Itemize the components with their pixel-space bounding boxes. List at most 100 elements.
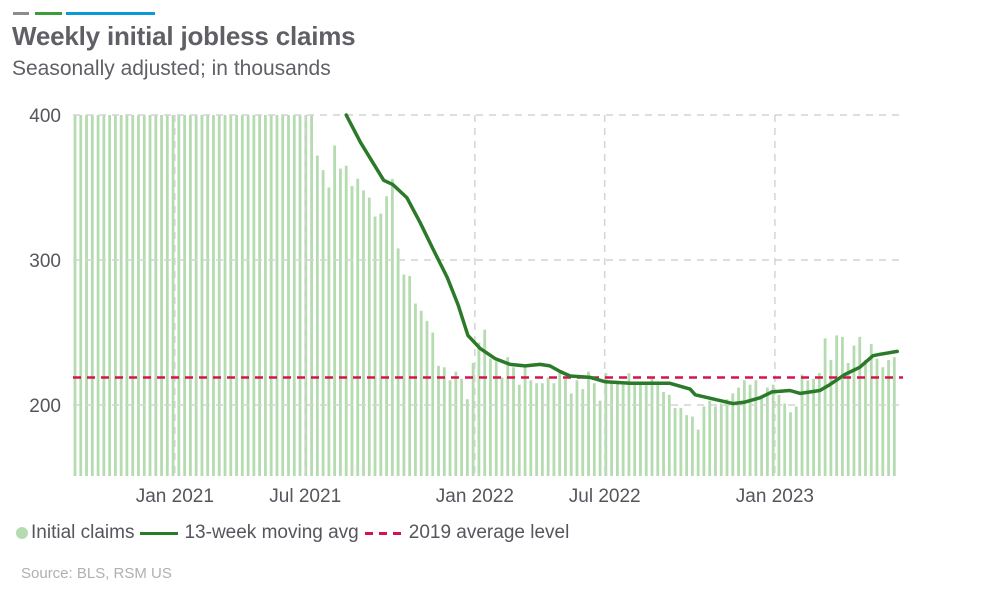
claims-bar bbox=[846, 362, 850, 476]
claims-bar bbox=[639, 383, 642, 476]
claims-bar bbox=[714, 406, 717, 476]
claims-bar bbox=[685, 415, 689, 476]
legend-item-initial-claims: Initial claims bbox=[16, 522, 134, 544]
claims-bar bbox=[823, 338, 827, 476]
claims-bar bbox=[708, 400, 712, 476]
claims-bar bbox=[183, 115, 187, 476]
claims-bar bbox=[85, 115, 88, 476]
y-tick-label: 400 bbox=[29, 106, 61, 127]
claims-bar bbox=[558, 371, 562, 476]
claims-bar bbox=[679, 407, 683, 476]
claims-bar bbox=[137, 115, 140, 476]
claims-bar bbox=[650, 377, 654, 476]
claims-bar bbox=[494, 361, 498, 476]
claims-bar bbox=[165, 115, 169, 476]
claims-bar bbox=[442, 367, 446, 476]
claims-bar bbox=[246, 115, 250, 476]
claims-bar bbox=[662, 391, 665, 476]
claims-bar bbox=[148, 115, 152, 476]
claims-bar bbox=[454, 371, 458, 476]
claims-bar bbox=[506, 357, 510, 476]
claims-bar bbox=[667, 394, 671, 476]
chart-plot: 200 300 400 Jan 2021 Jul 2021 Jan 2022 Jul 202… bbox=[29, 106, 903, 507]
claims-bar bbox=[552, 383, 556, 476]
claims-bar bbox=[460, 378, 463, 476]
claims-bar bbox=[189, 115, 192, 476]
claims-bar bbox=[258, 115, 262, 476]
claims-bar bbox=[806, 380, 810, 476]
decor-bar-blue bbox=[66, 12, 155, 15]
claims-bar bbox=[367, 197, 371, 476]
source-note: Source: BLS, RSM US bbox=[21, 565, 172, 582]
claims-bar bbox=[177, 115, 181, 476]
claims-bar bbox=[194, 115, 198, 476]
claims-bar bbox=[627, 373, 631, 476]
chart-subtitle: Seasonally adjusted; in thousands bbox=[12, 57, 331, 80]
claims-bar bbox=[592, 383, 596, 476]
moving-average-line bbox=[344, 113, 899, 406]
claims-bar bbox=[777, 394, 781, 476]
claims-bar bbox=[719, 403, 723, 476]
claims-bar bbox=[656, 383, 660, 476]
legend-item-2019-average: 2019 average level bbox=[359, 522, 570, 544]
claims-bar bbox=[766, 387, 769, 476]
claims-bar bbox=[252, 115, 256, 476]
claims-bar bbox=[742, 380, 746, 476]
claims-bar bbox=[315, 155, 319, 476]
claims-bar bbox=[385, 196, 388, 476]
claims-bar bbox=[800, 374, 804, 476]
claims-bar bbox=[864, 360, 867, 476]
claims-bar bbox=[535, 383, 538, 476]
claims-bar bbox=[794, 406, 798, 476]
claims-bar bbox=[477, 342, 481, 476]
claims-bar bbox=[835, 335, 839, 476]
claims-bar bbox=[217, 115, 221, 476]
legend-dash-icon bbox=[364, 531, 403, 535]
claims-bar bbox=[223, 115, 227, 476]
claims-bar bbox=[408, 275, 412, 476]
claims-bar bbox=[373, 216, 377, 476]
claims-bar bbox=[390, 178, 394, 477]
claims-bar bbox=[575, 380, 579, 476]
claims-bar bbox=[465, 399, 469, 476]
legend-label: 2019 average level bbox=[408, 522, 570, 543]
claims-bar bbox=[483, 329, 487, 476]
claims-bar bbox=[73, 115, 77, 476]
claims-bar bbox=[396, 248, 400, 476]
claims-bar bbox=[696, 429, 700, 476]
claims-bar bbox=[90, 115, 94, 476]
claims-bar bbox=[212, 115, 215, 476]
legend-label: Initial claims bbox=[31, 522, 135, 543]
claims-bar bbox=[108, 115, 112, 476]
claims-bar bbox=[96, 115, 100, 476]
legend-line-icon bbox=[140, 531, 179, 535]
claims-bar bbox=[298, 115, 302, 476]
claims-bar bbox=[887, 360, 890, 476]
claims-bar bbox=[690, 416, 694, 476]
claims-bar bbox=[789, 412, 792, 476]
claims-bar bbox=[264, 115, 267, 476]
claims-bar bbox=[633, 384, 637, 476]
chart-title: Weekly initial jobless claims bbox=[12, 21, 356, 51]
claims-bar bbox=[731, 393, 735, 476]
x-tick-label: Jul 2022 bbox=[569, 486, 641, 507]
claims-bar bbox=[610, 383, 614, 476]
claims-bar bbox=[829, 360, 833, 476]
claims-bar bbox=[673, 407, 677, 476]
claims-bar bbox=[269, 115, 273, 476]
claims-bar bbox=[604, 373, 608, 476]
claims-bar bbox=[229, 115, 233, 476]
claims-bar bbox=[817, 373, 821, 476]
claims-bar bbox=[523, 367, 527, 476]
x-tick-label: Jan 2022 bbox=[436, 486, 514, 507]
legend-label: 13-week moving avg bbox=[184, 522, 359, 543]
claims-bar bbox=[448, 380, 452, 476]
claims-bar bbox=[875, 358, 879, 476]
claims-bar bbox=[287, 115, 290, 476]
claims-bar bbox=[102, 115, 106, 476]
claims-bar bbox=[310, 115, 313, 476]
claims-bar bbox=[344, 165, 348, 476]
legend-dot-icon bbox=[16, 527, 28, 539]
claims-bar bbox=[587, 371, 590, 476]
claims-bar bbox=[725, 399, 729, 476]
